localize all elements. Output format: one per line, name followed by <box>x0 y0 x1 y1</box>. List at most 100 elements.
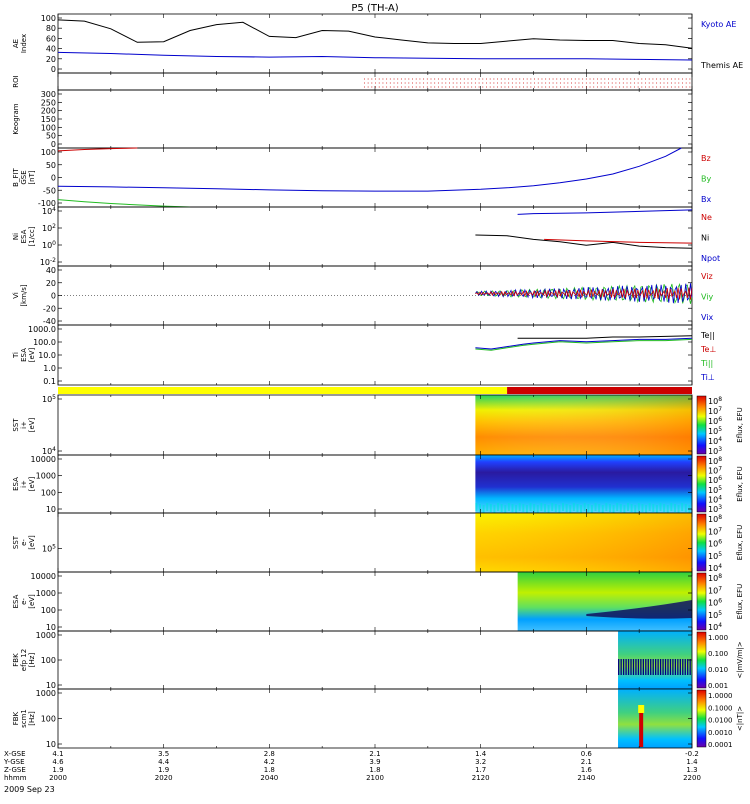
roi-dot <box>622 78 624 80</box>
colorbar-tick: 108 <box>708 573 722 583</box>
roi-dot <box>615 78 617 80</box>
roi-dot <box>678 82 680 84</box>
roi-dot <box>485 86 487 88</box>
y-axis-label: [eV] <box>28 535 36 550</box>
roi-dot <box>415 82 417 84</box>
spectrogram-stripe <box>529 503 532 511</box>
y-tick-label: 150 <box>41 115 56 124</box>
spectrogram-shade <box>475 395 692 455</box>
spectrogram-stripe <box>489 504 492 512</box>
series-line <box>517 335 693 339</box>
x-axis-row-label: Z-GSE <box>4 766 26 774</box>
roi-dot <box>611 82 613 84</box>
x-axis-value: 1.8 <box>369 766 380 774</box>
legend-entry: Ti|| <box>700 359 713 368</box>
y-tick-label: 1000 <box>36 472 56 481</box>
roi-dot <box>648 82 650 84</box>
colorbar-tick: 0.0100 <box>708 717 733 725</box>
y-tick-label: 100 <box>41 606 56 615</box>
spectrogram-stripe <box>640 659 642 675</box>
spectrogram-stripe <box>670 503 673 511</box>
roi-dot <box>667 82 669 84</box>
colorbar-tick: 106 <box>708 475 722 485</box>
roi-dot <box>519 78 521 80</box>
legend-entry: Vix <box>701 313 714 322</box>
spectrogram-stripe <box>543 504 546 512</box>
y-axis-label: Index <box>20 34 28 53</box>
roi-dot <box>393 78 395 80</box>
roi-dot <box>371 86 373 88</box>
colorbar-tick: 108 <box>708 396 722 406</box>
colorbar-tick: 107 <box>708 526 722 536</box>
roi-dot <box>619 78 621 80</box>
spectrogram-fill <box>618 689 692 748</box>
roi-dot <box>685 82 687 84</box>
roi-dot <box>611 78 613 80</box>
roi-dot <box>652 86 654 88</box>
roi-dot <box>637 86 639 88</box>
colorbar-tick: 108 <box>708 456 722 466</box>
roi-dot <box>678 86 680 88</box>
roi-dot <box>519 82 521 84</box>
roi-dot <box>663 86 665 88</box>
roi-dot <box>489 82 491 84</box>
roi-dot <box>670 86 672 88</box>
legend-entry: By <box>701 175 711 184</box>
spectrogram-stripe <box>551 503 554 511</box>
spectrogram-stripe <box>662 659 664 675</box>
roi-dot <box>611 86 613 88</box>
roi-dot <box>689 86 691 88</box>
y-axis-label: AE <box>12 39 20 48</box>
y-tick-label: 40 <box>46 45 56 54</box>
roi-dot <box>467 86 469 88</box>
roi-dot <box>437 86 439 88</box>
roi-dot <box>419 86 421 88</box>
x-axis-value: 2.8 <box>264 750 275 758</box>
roi-dot <box>659 82 661 84</box>
spectrogram-stripe <box>572 503 575 511</box>
roi-dot <box>626 86 628 88</box>
spectrogram-stripe <box>478 504 481 512</box>
x-axis-value: 1.3 <box>686 766 697 774</box>
y-tick-label: 105 <box>42 394 56 404</box>
roi-dot <box>363 82 365 84</box>
colorbar-tick: 0.100 <box>708 650 728 658</box>
spectrogram-stripe <box>620 659 622 675</box>
x-axis-value: 0.6 <box>581 750 593 758</box>
roi-dot <box>471 86 473 88</box>
spectrogram-stripe <box>677 659 679 675</box>
roi-dot <box>367 82 369 84</box>
spectrogram-stripe <box>659 503 662 511</box>
spectrogram-stripe <box>648 503 651 511</box>
series-line <box>57 147 682 192</box>
roi-dot <box>493 86 495 88</box>
roi-dot <box>619 82 621 84</box>
roi-dot <box>367 78 369 80</box>
x-axis-row-label: hhmm <box>4 774 27 782</box>
roi-dot <box>548 86 550 88</box>
y-tick-label: 300 <box>41 90 56 99</box>
colorbar-label: Eflux, EFU <box>736 525 744 560</box>
x-axis-value: 1.4 <box>686 758 698 766</box>
series-line <box>475 234 693 249</box>
x-axis-value: 3.2 <box>475 758 486 766</box>
roi-dot <box>382 78 384 80</box>
y-axis-label: FBK <box>12 653 20 667</box>
roi-dot <box>674 78 676 80</box>
roi-dot <box>596 82 598 84</box>
roi-dot <box>552 78 554 80</box>
roi-dot <box>633 82 635 84</box>
roi-dot <box>497 78 499 80</box>
roi-dot <box>685 78 687 80</box>
y-tick-label: 10 <box>46 740 56 749</box>
roi-dot <box>474 86 476 88</box>
colorbar-tick: 106 <box>708 598 722 608</box>
roi-dot <box>630 86 632 88</box>
y-axis-label: Keogram <box>12 103 20 134</box>
roi-dot <box>478 86 480 88</box>
roi-dot <box>574 86 576 88</box>
legend-entry: Ti⊥ <box>700 373 715 382</box>
y-tick-label: 0.1 <box>43 377 56 386</box>
roi-dot <box>434 78 436 80</box>
roi-dot <box>382 86 384 88</box>
